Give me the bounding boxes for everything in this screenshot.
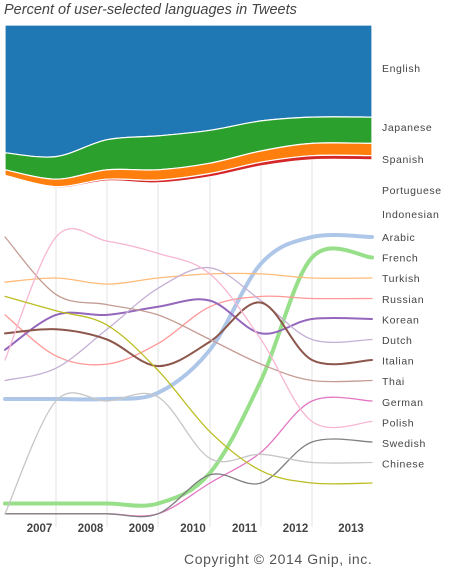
x-tick-label: 2010 xyxy=(180,523,206,535)
line-korean xyxy=(4,267,373,382)
line-italian xyxy=(4,236,373,383)
line-dutch xyxy=(4,301,373,368)
legend-label-dutch: Dutch xyxy=(382,335,412,347)
line-swedish xyxy=(4,392,373,515)
line-polish xyxy=(4,438,373,518)
x-tick-label: 2007 xyxy=(27,523,53,535)
x-tick-label: 2008 xyxy=(78,523,104,535)
legend-label-spanish: Spanish xyxy=(382,154,424,166)
line-french xyxy=(4,272,373,285)
band-portuguese xyxy=(4,154,373,189)
legend-label-swedish: Swedish xyxy=(382,438,426,450)
legend-label-chinese: Chinese xyxy=(382,459,425,471)
legend-label-portuguese: Portuguese xyxy=(382,185,442,197)
copyright-notice: Copyright © 2014 Gnip, inc. xyxy=(184,551,373,567)
x-tick-label: 2013 xyxy=(338,523,364,535)
line-thai xyxy=(4,396,373,517)
x-tick-label: 2009 xyxy=(129,523,155,535)
legend-label-turkish: Turkish xyxy=(382,273,420,285)
line-turkish xyxy=(4,295,373,366)
legend-label-arabic: Arabic xyxy=(382,232,415,244)
legend-label-russian: Russian xyxy=(382,294,424,306)
legend-label-italian: Italian xyxy=(382,356,414,368)
line-arabic xyxy=(3,246,374,508)
legend-label-korean: Korean xyxy=(382,314,419,326)
x-tick-label: 2012 xyxy=(283,523,309,535)
line-chinese xyxy=(4,295,373,485)
legend-label-english: English xyxy=(382,63,421,75)
legend-label-german: German xyxy=(382,397,424,409)
legend-label-japanese: Japanese xyxy=(382,122,432,134)
legend-label-indonesian: Indonesian xyxy=(382,209,439,221)
legend-label-french: French xyxy=(382,253,418,265)
x-tick-label: 2011 xyxy=(232,523,258,535)
line-indonesian xyxy=(3,233,374,402)
legend-label-thai: Thai xyxy=(382,376,405,388)
line-russian xyxy=(4,298,373,351)
legend-label-polish: Polish xyxy=(382,417,414,429)
line-german xyxy=(4,228,373,429)
chart-title: Percent of user-selected languages in Tw… xyxy=(4,2,297,18)
